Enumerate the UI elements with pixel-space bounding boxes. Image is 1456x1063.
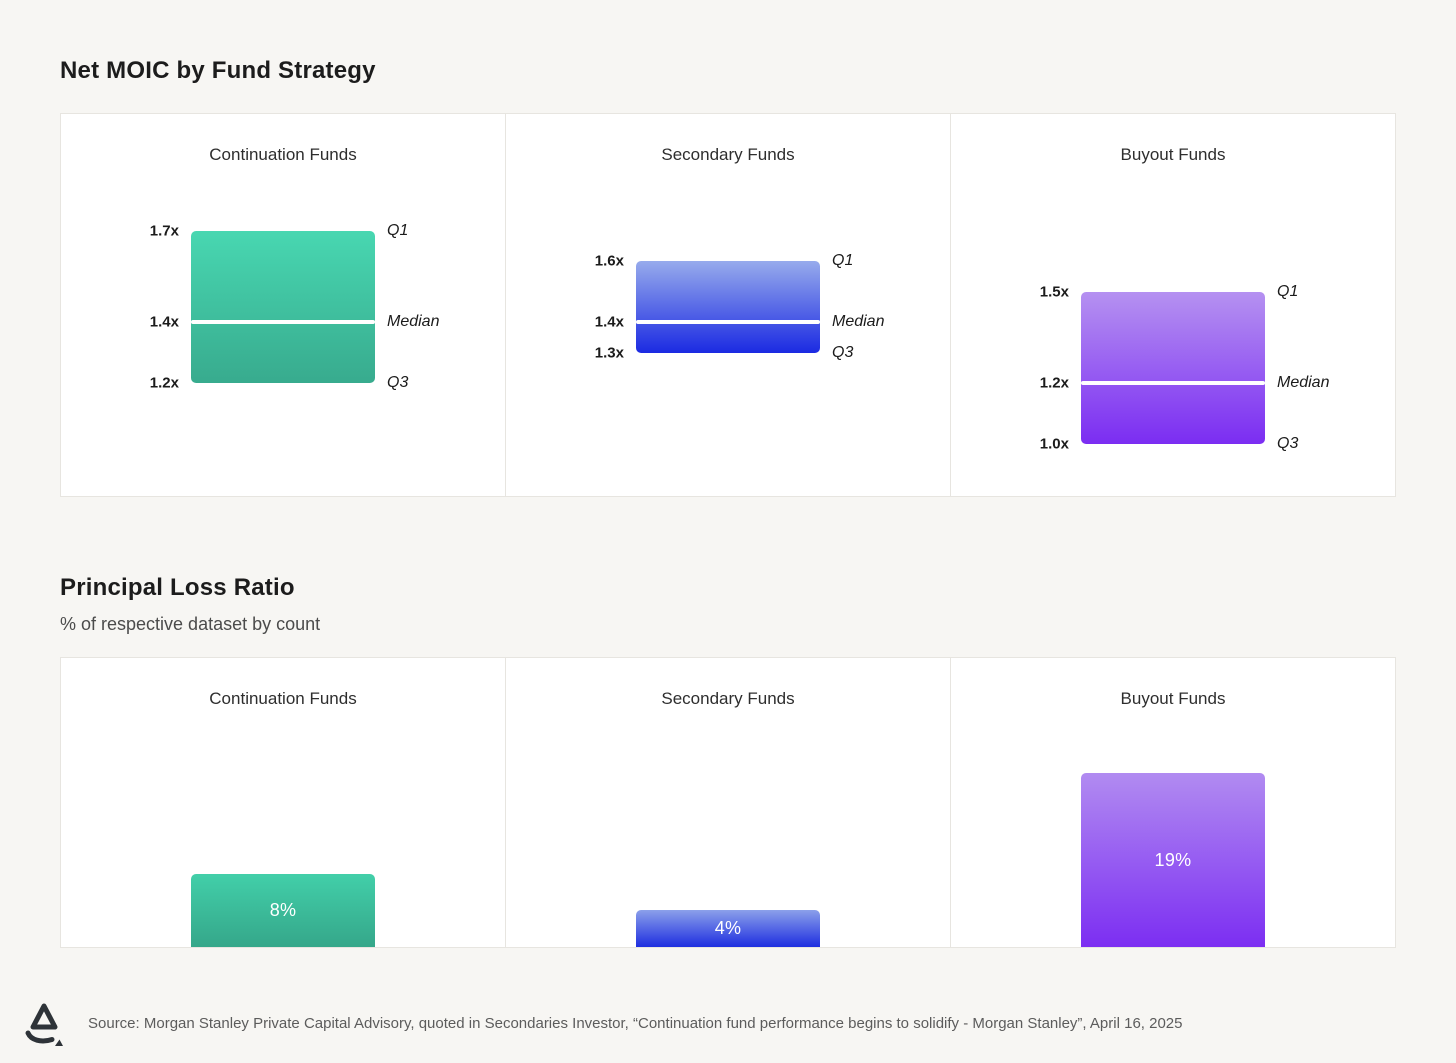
quartile-label-q1: Q1	[1277, 282, 1299, 300]
quartile-plot: 1.7x Q1 1.4x Median 1.2x Q3	[61, 114, 505, 496]
principal-loss-section-title: Principal Loss Ratio	[60, 574, 295, 601]
quartile-label-median: Median	[832, 313, 885, 331]
percent-bar: 4%	[636, 910, 820, 947]
quartile-label-q3: Q3	[1277, 435, 1299, 452]
value-label-q3: 1.3x	[594, 344, 624, 362]
quartile-label-q3: Q3	[387, 374, 409, 392]
percent-bar: 19%	[1081, 773, 1265, 947]
quartile-range-bar	[191, 231, 375, 384]
median-line	[191, 320, 375, 325]
quartile-plot: 1.5x Q1 1.2x Median 1.0x Q3	[951, 114, 1395, 496]
moic-panel-continuation: Continuation Funds 1.7x Q1 1.4x Median 1.2x Q…	[61, 114, 505, 496]
percent-value-label: 8%	[269, 900, 297, 920]
percent-plot: 19%	[951, 658, 1395, 947]
panel-title: Continuation Funds	[209, 689, 357, 708]
panel-title: Secondary Funds	[661, 689, 795, 708]
quartile-label-q3: Q3	[832, 343, 854, 361]
plr-panel-continuation: Continuation Funds 8%	[61, 658, 505, 947]
quartile-label-q1: Q1	[387, 222, 409, 239]
moic-panel-secondary: Secondary Funds 1.6x Q1 1.4x Median 1.3x Q3	[505, 114, 950, 496]
net-moic-section-title: Net MOIC by Fund Strategy	[60, 57, 376, 84]
footer: Source: Morgan Stanley Private Capital A…	[0, 998, 1456, 1050]
net-moic-chart-grid: Continuation Funds 1.7x Q1 1.4x Median 1.2x Q…	[60, 113, 1396, 497]
value-label-q1: 1.5x	[1039, 283, 1069, 301]
brand-a-logo-icon	[25, 1003, 63, 1046]
value-label-q1: 1.6x	[594, 252, 624, 270]
principal-loss-section-subtitle: % of respective dataset by count	[60, 614, 321, 634]
quartile-plot: 1.6x Q1 1.4x Median 1.3x Q3	[506, 114, 950, 496]
moic-panel-buyout: Buyout Funds 1.5x Q1 1.2x Median 1.0x Q3	[950, 114, 1395, 496]
value-label-q3: 1.0x	[1039, 435, 1069, 453]
quartile-range-bar	[1081, 291, 1265, 444]
quartile-label-median: Median	[1277, 374, 1330, 392]
panel-title: Secondary Funds	[661, 145, 795, 164]
plr-panel-secondary: Secondary Funds 4%	[505, 658, 950, 947]
principal-loss-chart-grid: Continuation Funds 8% Secondary Funds 4%…	[60, 657, 1396, 948]
panel-title: Continuation Funds	[209, 145, 357, 164]
percent-bar: 8%	[191, 874, 375, 947]
percent-value-label: 4%	[714, 918, 742, 938]
percent-plot: 4%	[506, 658, 950, 947]
panel-title: Buyout Funds	[1120, 689, 1226, 708]
median-line	[636, 320, 820, 325]
plr-panel-buyout: Buyout Funds 19%	[950, 658, 1395, 947]
percent-value-label: 19%	[1154, 849, 1192, 870]
median-line	[1081, 381, 1265, 386]
quartile-range-bar	[636, 261, 820, 353]
value-label-q3: 1.2x	[149, 374, 179, 392]
panel-title: Buyout Funds	[1120, 145, 1226, 164]
percent-plot: 8%	[61, 658, 505, 947]
source-attribution: Source: Morgan Stanley Private Capital A…	[88, 1015, 1183, 1032]
value-label-median: 1.2x	[1039, 374, 1069, 392]
quartile-label-median: Median	[387, 313, 440, 331]
quartile-label-q1: Q1	[832, 252, 854, 270]
value-label-median: 1.4x	[149, 313, 179, 331]
value-label-median: 1.4x	[594, 313, 624, 331]
value-label-q1: 1.7x	[149, 222, 179, 240]
